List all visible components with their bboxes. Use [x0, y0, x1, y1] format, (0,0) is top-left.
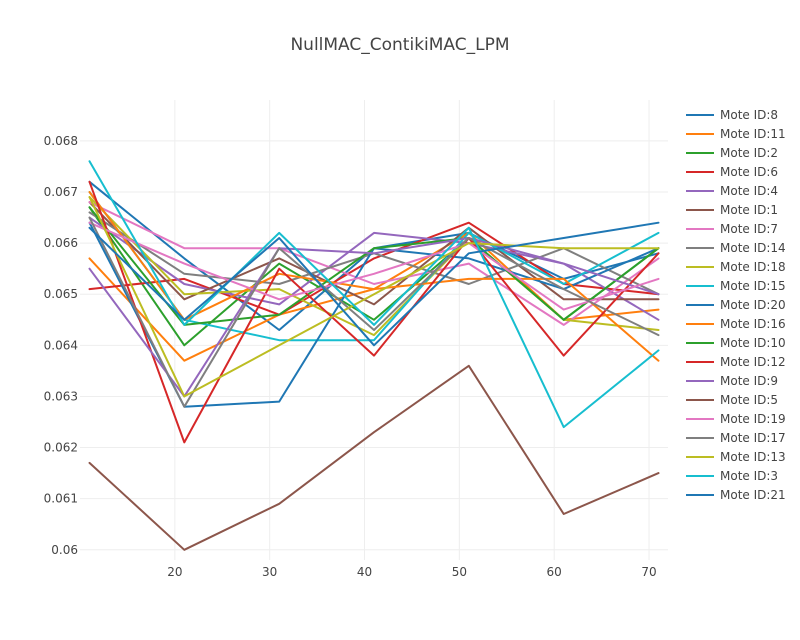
- legend-item[interactable]: Mote ID:18: [686, 260, 786, 274]
- series-line-7: [88, 201, 660, 326]
- legend-label: Mote ID:18: [720, 260, 786, 274]
- series-line-18: [88, 216, 660, 408]
- legend-item[interactable]: Mote ID:8: [686, 108, 778, 122]
- series-line-21: [88, 221, 660, 347]
- y-tick-label: 0.066: [44, 236, 78, 250]
- legend-item[interactable]: Mote ID:19: [686, 412, 786, 426]
- y-tick-label: 0.064: [44, 338, 78, 352]
- tick-layer: 0.06 0.061 0.062 0.063 0.064 0.065 0.066 0.067 0…: [44, 134, 657, 579]
- legend[interactable]: Mote ID:8 Mote ID:11 Mote ID:2 Mote ID:6 Mot…: [686, 108, 786, 502]
- legend-item[interactable]: Mote ID:16: [686, 317, 786, 331]
- x-tick-label: 30: [262, 565, 277, 579]
- legend-label: Mote ID:8: [720, 108, 778, 122]
- series-line-14: [88, 180, 660, 444]
- legend-item[interactable]: Mote ID:1: [686, 203, 778, 217]
- y-tick-label: 0.065: [44, 287, 78, 301]
- x-tick-label: 60: [547, 565, 562, 579]
- legend-label: Mote ID:9: [720, 374, 778, 388]
- legend-item[interactable]: Mote ID:13: [686, 450, 786, 464]
- legend-label: Mote ID:2: [720, 146, 778, 160]
- x-tick-label: 20: [167, 565, 182, 579]
- legend-item[interactable]: Mote ID:3: [686, 469, 778, 483]
- legend-label: Mote ID:3: [720, 469, 778, 483]
- y-tick-label: 0.06: [51, 543, 78, 557]
- legend-label: Mote ID:12: [720, 355, 786, 369]
- legend-label: Mote ID:21: [720, 488, 786, 502]
- legend-item[interactable]: Mote ID:4: [686, 184, 778, 198]
- y-tick-label: 0.062: [44, 441, 78, 455]
- series-layer: [88, 160, 660, 551]
- legend-label: Mote ID:19: [720, 412, 786, 426]
- legend-label: Mote ID:15: [720, 279, 786, 293]
- legend-item[interactable]: Mote ID:11: [686, 127, 786, 141]
- legend-item[interactable]: Mote ID:7: [686, 222, 778, 236]
- legend-label: Mote ID:20: [720, 298, 786, 312]
- legend-label: Mote ID:4: [720, 184, 778, 198]
- chart-title: NullMAC_ContikiMAC_LPM: [290, 35, 509, 55]
- legend-item[interactable]: Mote ID:10: [686, 336, 786, 350]
- legend-label: Mote ID:10: [720, 336, 786, 350]
- legend-item[interactable]: Mote ID:12: [686, 355, 786, 369]
- legend-label: Mote ID:11: [720, 127, 786, 141]
- legend-item[interactable]: Mote ID:5: [686, 393, 778, 407]
- legend-item[interactable]: Mote ID:21: [686, 488, 786, 502]
- series-line-19: [88, 196, 660, 398]
- x-tick-label: 70: [641, 565, 656, 579]
- legend-item[interactable]: Mote ID:14: [686, 241, 786, 255]
- series-line-17: [88, 221, 660, 311]
- legend-label: Mote ID:16: [720, 317, 786, 331]
- legend-item[interactable]: Mote ID:9: [686, 374, 778, 388]
- legend-item[interactable]: Mote ID:15: [686, 279, 786, 293]
- legend-item[interactable]: Mote ID:2: [686, 146, 778, 160]
- y-tick-label: 0.068: [44, 134, 78, 148]
- x-tick-label: 50: [452, 565, 467, 579]
- legend-label: Mote ID:14: [720, 241, 786, 255]
- series-line-20: [88, 160, 660, 429]
- legend-label: Mote ID:13: [720, 450, 786, 464]
- y-tick-label: 0.063: [44, 389, 78, 403]
- legend-label: Mote ID:17: [720, 431, 786, 445]
- legend-item[interactable]: Mote ID:20: [686, 298, 786, 312]
- legend-item[interactable]: Mote ID:17: [686, 431, 786, 445]
- series-line-16: [88, 364, 660, 551]
- y-tick-label: 0.067: [44, 185, 78, 199]
- legend-label: Mote ID:7: [720, 222, 778, 236]
- series-line-6: [88, 201, 660, 306]
- legend-label: Mote ID:6: [720, 165, 778, 179]
- y-tick-label: 0.061: [44, 492, 78, 506]
- legend-label: Mote ID:5: [720, 393, 778, 407]
- x-tick-label: 40: [357, 565, 372, 579]
- legend-label: Mote ID:1: [720, 203, 778, 217]
- legend-item[interactable]: Mote ID:6: [686, 165, 778, 179]
